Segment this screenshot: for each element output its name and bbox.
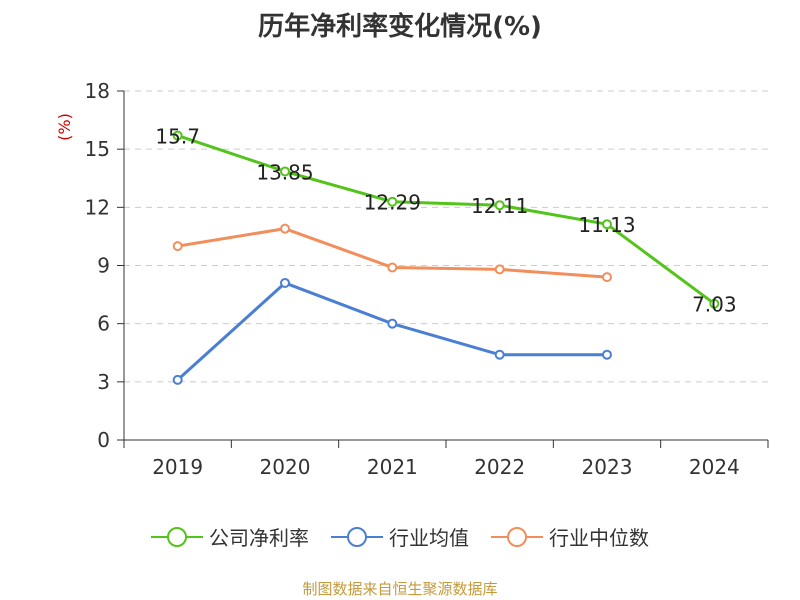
x-tick-label: 2021 [367, 455, 418, 479]
legend-item-industry-mean[interactable]: 行业均值 [331, 522, 469, 551]
y-tick-label: 9 [97, 254, 110, 278]
data-point [280, 277, 290, 288]
data-point [172, 241, 183, 252]
data-label: 12.11 [471, 194, 528, 218]
y-tick-label: 3 [97, 370, 110, 394]
legend-label-industry-median: 行业中位数 [549, 526, 649, 550]
y-tick-label: 15 [85, 137, 110, 161]
data-point [494, 349, 505, 360]
x-tick-label: 2024 [689, 455, 740, 479]
data-point [494, 200, 505, 211]
legend-label-net-margin: 公司净利率 [209, 526, 309, 550]
data-label: 7.03 [692, 293, 737, 317]
y-tick-label: 18 [85, 79, 110, 103]
data-point [387, 262, 398, 273]
x-tick-label: 2020 [260, 455, 311, 479]
legend-item-net-margin[interactable]: 公司净利率 [151, 522, 309, 551]
data-label: 12.29 [364, 191, 421, 215]
y-tick-label: 6 [97, 312, 110, 336]
x-tick-label: 2023 [582, 455, 633, 479]
legend-item-industry-median[interactable]: 行业中位数 [491, 522, 649, 551]
series-line [177, 134, 716, 305]
series-line [176, 281, 607, 382]
legend-swatch-net-margin [151, 526, 203, 547]
y-tick-label: 0 [97, 428, 110, 452]
data-label: 11.13 [578, 213, 635, 237]
data-point [387, 318, 398, 329]
data-point [387, 196, 398, 207]
data-source-note: 制图数据来自恒生聚源数据库 [302, 580, 498, 598]
data-label: 13.85 [256, 160, 313, 184]
data-point [602, 272, 612, 283]
legend-label-industry-mean: 行业均值 [389, 526, 469, 550]
data-point [280, 223, 290, 234]
data-point [602, 219, 612, 230]
data-point [172, 130, 183, 141]
data-point [172, 374, 183, 385]
legend: 公司净利率 行业均值 行业中位数 [0, 522, 800, 551]
data-label: 15.7 [155, 125, 200, 149]
legend-swatch-industry-mean [331, 526, 383, 547]
data-point [602, 349, 612, 360]
x-tick-label: 2019 [152, 455, 203, 479]
data-point [494, 264, 505, 275]
chart-title: 历年净利率变化情况(%) [258, 12, 542, 42]
legend-swatch-industry-median [491, 526, 543, 547]
data-point [709, 298, 720, 309]
x-tick-label: 2022 [474, 455, 525, 479]
y-tick-label: 12 [85, 195, 110, 219]
data-point [280, 166, 290, 177]
